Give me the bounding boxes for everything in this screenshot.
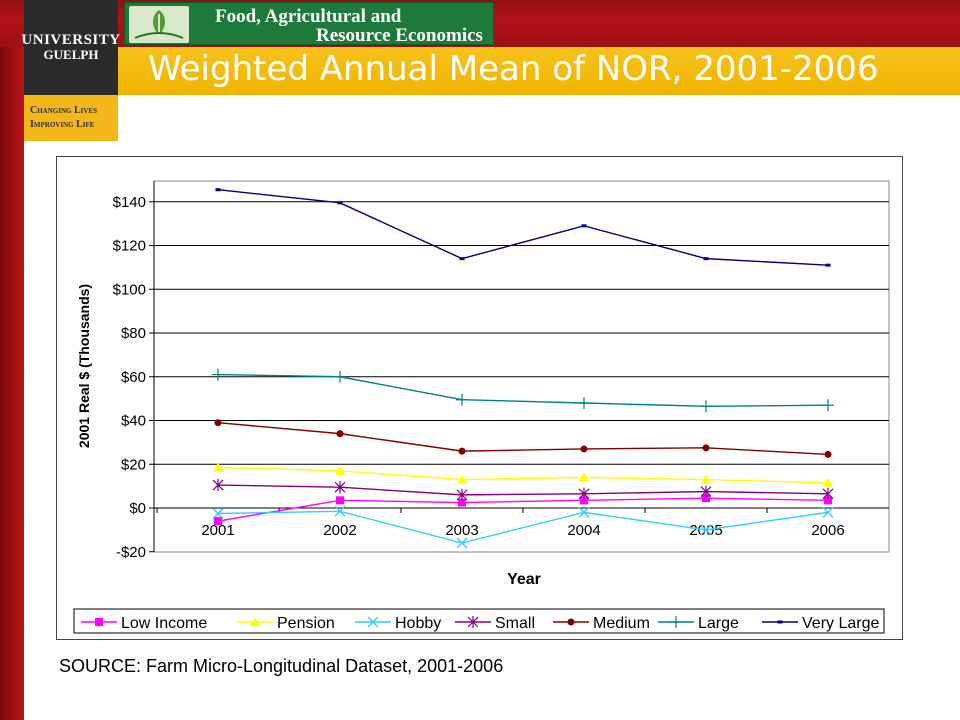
series-line-low-income xyxy=(217,497,829,522)
data-point-pension xyxy=(335,465,345,475)
x-tick-label: 2002 xyxy=(323,522,356,539)
department-line2: Resource Economics xyxy=(316,25,483,46)
data-point-very-large xyxy=(337,201,343,205)
y-tick-label: $20 xyxy=(121,456,146,473)
legend-label-large: Large xyxy=(698,615,739,632)
data-point-low-income xyxy=(580,496,588,505)
y-tick-label: $40 xyxy=(121,413,146,430)
data-point-low-income xyxy=(214,517,222,526)
legend-marker-pension xyxy=(250,617,260,626)
y-tick-label: $80 xyxy=(121,325,146,342)
department-banner: Food, Agricultural and Resource Economic… xyxy=(124,2,494,46)
data-point-low-income xyxy=(702,494,710,503)
data-point-large xyxy=(578,397,590,409)
legend-marker-medium xyxy=(567,618,575,626)
data-point-low-income xyxy=(336,496,344,505)
university-logo: UNIVERSITY GUELPH xyxy=(21,0,121,95)
data-point-very-large xyxy=(703,257,709,261)
data-point-large xyxy=(456,393,468,406)
data-point-medium xyxy=(824,450,832,458)
y-tick-label: $100 xyxy=(113,281,146,298)
tagline-line1: Changing Lives xyxy=(30,105,97,116)
data-point-hobby xyxy=(212,507,224,519)
y-tick-label: $120 xyxy=(113,238,146,255)
data-point-pension xyxy=(823,477,833,487)
legend-marker-very-large xyxy=(777,620,783,624)
data-point-pension xyxy=(579,472,589,482)
data-point-very-large xyxy=(215,188,221,192)
department-line1: Food, Agricultural and xyxy=(215,6,402,27)
series-line-medium xyxy=(217,421,829,456)
data-point-hobby xyxy=(700,524,712,536)
university-logo-line1: UNIVERSITY xyxy=(21,32,121,48)
series-line-large xyxy=(217,373,829,407)
legend-marker-low-income xyxy=(95,618,103,626)
y-tick-label: $140 xyxy=(113,194,146,211)
legend-label-medium: Medium xyxy=(593,615,650,632)
legend-marker-hobby xyxy=(367,616,379,628)
data-point-very-large xyxy=(581,224,587,228)
data-point-small xyxy=(700,485,712,498)
plot-area xyxy=(153,180,890,553)
data-point-large xyxy=(700,400,712,413)
university-logo-line2: GUELPH xyxy=(43,47,99,62)
legend-label-small: Small xyxy=(495,615,535,632)
data-point-medium xyxy=(458,447,466,455)
data-point-hobby xyxy=(578,506,590,518)
chart-frame: -$20 $0 $20 $40 $60 $80 $100 $120 $140 2001 2002 20… xyxy=(56,156,903,640)
legend-marker-small xyxy=(467,616,479,628)
data-point-small xyxy=(212,479,224,492)
x-tick-label: 2004 xyxy=(567,522,600,539)
data-point-pension xyxy=(457,474,467,484)
data-point-small xyxy=(578,487,590,500)
data-point-hobby xyxy=(822,506,834,518)
data-point-very-large xyxy=(459,257,465,261)
left-brand-strip xyxy=(0,0,24,720)
data-point-low-income xyxy=(824,496,832,505)
legend-box xyxy=(73,608,885,634)
legend-label-hobby: Hobby xyxy=(395,615,441,632)
legend-label-low-income: Low Income xyxy=(121,615,207,632)
data-point-hobby xyxy=(456,537,468,549)
legend-label-very-large: Very Large xyxy=(802,615,879,632)
data-point-small xyxy=(822,487,834,500)
legend-marker-large xyxy=(670,616,682,628)
data-point-medium xyxy=(336,430,344,438)
data-point-large xyxy=(212,368,224,381)
y-axis-title: 2001 Real $ (Thousands) xyxy=(76,284,92,448)
leaf-logo-icon xyxy=(129,6,189,43)
series-line-pension xyxy=(217,466,829,484)
y-tick-label: -$20 xyxy=(116,544,146,561)
data-point-very-large xyxy=(825,263,831,267)
data-point-large xyxy=(822,399,834,412)
x-axis-title: Year xyxy=(507,571,541,588)
data-point-small xyxy=(456,488,468,501)
y-tick-label: $0 xyxy=(129,500,146,517)
title-band xyxy=(118,47,960,95)
series-line-hobby xyxy=(217,510,829,544)
y-tick-label: $60 xyxy=(121,369,146,386)
x-tick-label: 2006 xyxy=(811,522,844,539)
data-point-medium xyxy=(580,445,588,453)
line-chart: -$20 $0 $20 $40 $60 $80 $100 $120 $140 2001 2002 20… xyxy=(73,180,890,634)
data-point-hobby xyxy=(334,505,346,517)
data-point-small xyxy=(334,481,346,494)
data-point-pension xyxy=(213,462,223,472)
data-point-medium xyxy=(214,419,222,427)
x-tick-label: 2003 xyxy=(445,522,478,539)
series-line-very-large xyxy=(217,189,829,266)
data-point-low-income xyxy=(458,498,466,507)
data-point-medium xyxy=(702,444,710,452)
x-tick-label: 2001 xyxy=(201,522,234,539)
series-line-small xyxy=(217,484,829,496)
data-point-large xyxy=(334,370,346,383)
tagline-line2: Improving Life xyxy=(30,119,95,130)
slide-title: Weighted Annual Mean of NOR, 2001-2006 xyxy=(148,49,879,89)
source-note: SOURCE: Farm Micro-Longitudinal Dataset,… xyxy=(59,656,504,676)
data-point-pension xyxy=(701,474,711,484)
tagline: Changing Lives Improving Life xyxy=(24,95,118,141)
legend-label-pension: Pension xyxy=(277,615,335,632)
